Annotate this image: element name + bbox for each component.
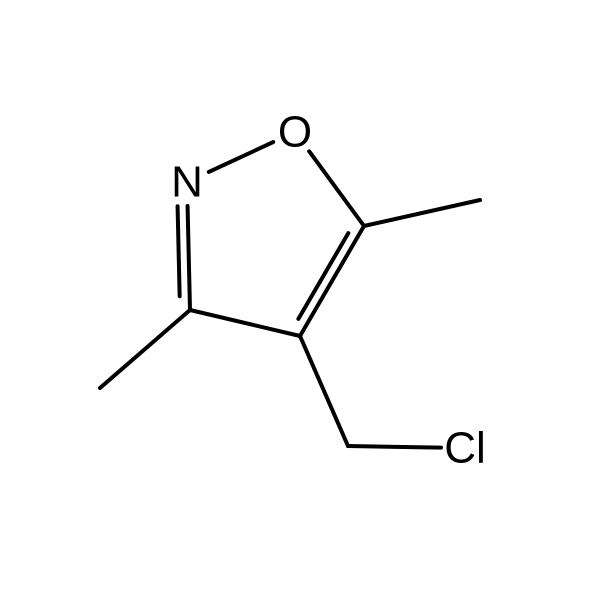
atom-label-cl: Cl [444,424,486,473]
bond-line [300,336,348,446]
bond-line [309,151,364,226]
bond-line [209,142,273,172]
bond-line [178,206,180,296]
bond-line [348,446,441,448]
bond-line [364,200,480,226]
bond-line [188,206,190,310]
bond-line [100,310,190,388]
atom-label-o: O [278,108,312,157]
atom-label-n: N [171,158,203,207]
molecule-diagram: N O Cl [0,0,600,600]
bond-line [190,310,300,336]
bond-line [300,226,364,336]
bond-line [298,233,348,319]
